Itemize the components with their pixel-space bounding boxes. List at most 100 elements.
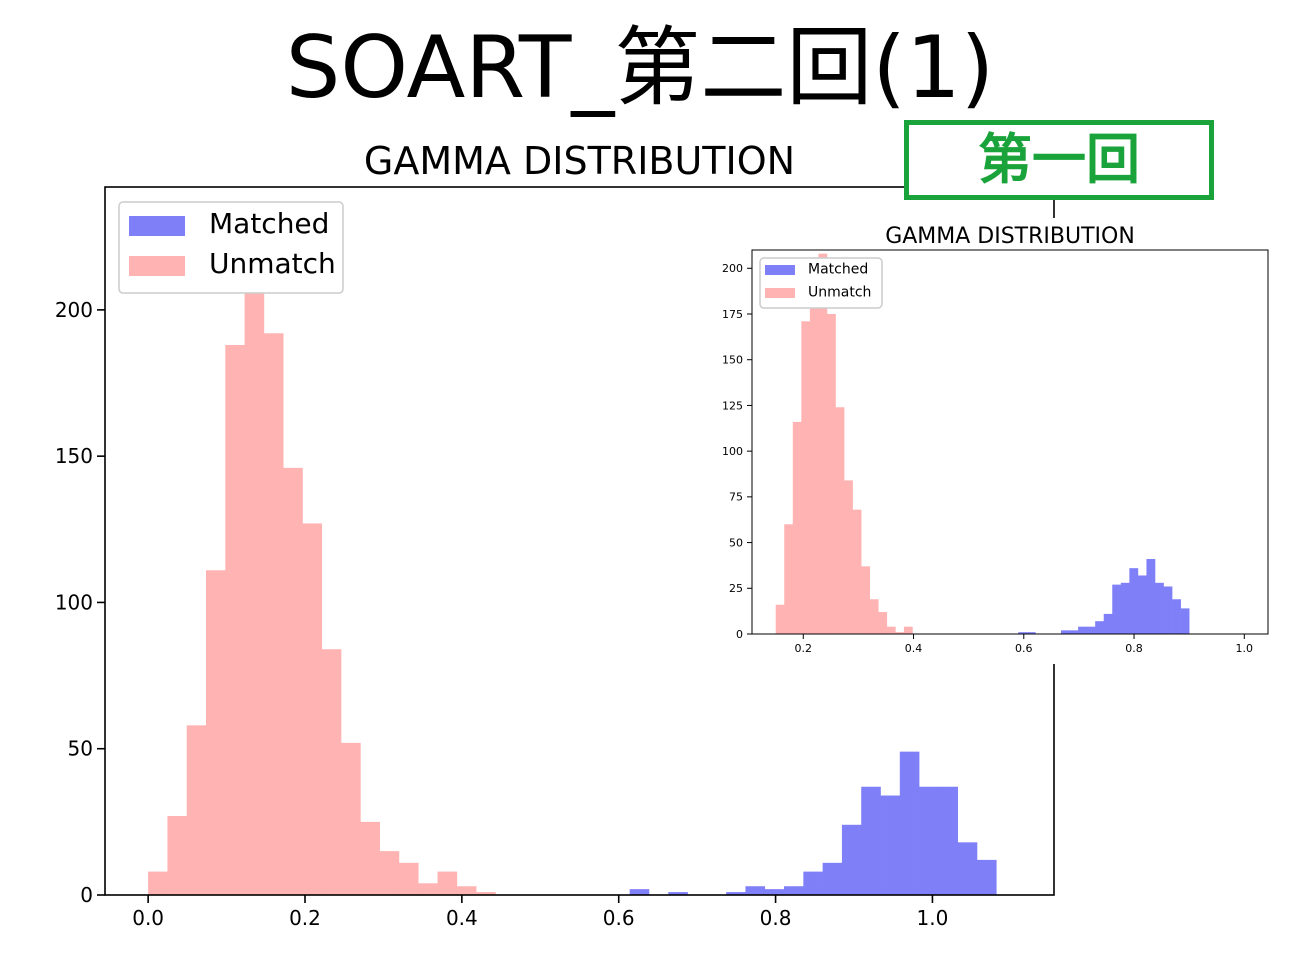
plot-frame <box>751 249 1269 635</box>
legend-swatch-unmatch <box>765 288 795 298</box>
bar-unmatch-15 <box>903 626 913 634</box>
bar-matched-15 <box>919 786 939 895</box>
bar-matched-18 <box>976 859 997 895</box>
bar-matched-15 <box>1146 559 1156 634</box>
bar-matched-14 <box>1137 575 1147 634</box>
bar-unmatch-15 <box>437 871 458 895</box>
x-tick-label: 0.4 <box>446 906 478 930</box>
bar-unmatch-1 <box>167 816 188 895</box>
legend-swatch-matched <box>765 265 795 275</box>
bar-matched-11 <box>1112 584 1122 634</box>
bar-unmatch-12 <box>379 851 400 895</box>
legend: Matched Unmatch <box>118 201 344 294</box>
bar-matched-2 <box>668 892 688 895</box>
y-tick-label: 0 <box>80 883 93 907</box>
legend-label-unmatch: Unmatch <box>209 247 336 280</box>
bar-matched-1 <box>1026 632 1036 634</box>
x-tick-label: 0.6 <box>1015 642 1032 655</box>
bar-unmatch-7 <box>835 407 845 634</box>
y-tick-label: 75 <box>729 491 743 504</box>
bar-matched-9 <box>1095 621 1105 634</box>
legend-swatch-unmatch <box>129 256 185 276</box>
bar-unmatch-4 <box>809 257 819 634</box>
bar-unmatch-11 <box>360 821 380 895</box>
bar-matched-8 <box>784 886 804 895</box>
inset-histogram: GAMMA DISTRIBUTION 0.2 0.4 0.6 0.8 1.0 0 25 50 75… <box>722 218 1278 664</box>
bar-unmatch-10 <box>861 566 870 634</box>
bar-unmatch-13 <box>886 626 896 634</box>
bar-matched-11 <box>841 824 862 895</box>
bar-matched-12 <box>1120 582 1130 634</box>
x-tick-label: 0.8 <box>1125 642 1143 655</box>
x-tick-label: 0.2 <box>795 642 813 655</box>
x-tick-label: 0.6 <box>603 906 635 930</box>
bar-matched-18 <box>1172 599 1181 634</box>
bar-matched-5 <box>1060 630 1070 634</box>
y-tick-label: 50 <box>729 536 743 549</box>
y-tick-label: 0 <box>736 628 743 641</box>
bar-unmatch-1 <box>784 524 794 634</box>
y-tick-label: 100 <box>55 590 93 614</box>
bar-matched-10 <box>822 862 843 895</box>
bar-matched-7 <box>1078 626 1087 634</box>
bar-unmatch-12 <box>878 612 888 634</box>
bar-unmatch-3 <box>206 570 226 895</box>
bar-unmatch-10 <box>341 742 361 895</box>
bar-unmatch-0 <box>148 871 168 895</box>
bar-matched-14 <box>899 751 920 895</box>
bar-matched-7 <box>764 889 785 895</box>
y-tick-label: 200 <box>55 298 93 322</box>
bar-unmatch-13 <box>398 862 419 895</box>
bar-matched-9 <box>803 871 823 895</box>
chart-title: GAMMA DISTRIBUTION <box>885 224 1135 249</box>
y-tick-label: 200 <box>722 262 743 275</box>
bar-unmatch-8 <box>302 523 323 895</box>
bar-unmatch-7 <box>283 467 303 895</box>
bar-unmatch-4 <box>225 344 245 895</box>
legend-label-matched: Matched <box>209 207 329 240</box>
legend-swatch-matched <box>129 216 185 236</box>
bar-unmatch-3 <box>801 321 811 634</box>
bar-unmatch-16 <box>456 886 477 895</box>
x-tick-label: 0.4 <box>905 642 923 655</box>
bar-unmatch-11 <box>869 599 879 634</box>
bar-matched-0 <box>629 889 650 895</box>
y-tick-label: 150 <box>722 354 743 367</box>
bar-matched-0 <box>1018 632 1028 634</box>
y-tick-label: 25 <box>729 582 743 595</box>
legend-label-unmatch: Unmatch <box>808 285 871 301</box>
bar-unmatch-17 <box>476 892 496 895</box>
bar-matched-16 <box>938 786 958 895</box>
bar-matched-16 <box>1154 582 1164 634</box>
x-tick-label: 1.0 <box>917 906 949 930</box>
bar-unmatch-2 <box>792 421 802 634</box>
bar-matched-10 <box>1103 613 1113 634</box>
bar-matched-12 <box>861 786 881 895</box>
bar-unmatch-8 <box>844 480 853 634</box>
legend-label-matched: Matched <box>808 262 868 278</box>
x-tick-label: 0.2 <box>289 906 321 930</box>
bar-unmatch-0 <box>775 604 785 634</box>
bar-unmatch-9 <box>852 509 862 634</box>
bar-unmatch-9 <box>321 649 342 895</box>
bar-unmatch-6 <box>826 314 836 634</box>
y-tick-label: 150 <box>55 444 93 468</box>
bar-unmatch-5 <box>818 253 828 634</box>
x-tick-label: 1.0 <box>1236 642 1254 655</box>
bar-matched-17 <box>957 842 978 895</box>
legend: Matched Unmatch <box>759 257 883 309</box>
first-session-badge: 第一回 <box>904 120 1214 200</box>
bar-unmatch-14 <box>895 632 905 634</box>
bar-matched-5 <box>726 892 746 895</box>
y-tick-label: 175 <box>722 308 743 321</box>
bar-unmatch-14 <box>418 883 438 895</box>
y-tick-label: 50 <box>68 737 93 761</box>
chart-title: GAMMA DISTRIBUTION <box>364 139 795 183</box>
slide-title: SOART_第二回(1) <box>285 18 995 118</box>
bar-matched-6 <box>1069 630 1079 634</box>
x-tick-label: 0.8 <box>760 906 792 930</box>
bar-unmatch-2 <box>186 725 207 895</box>
bar-matched-6 <box>745 886 766 895</box>
bar-matched-13 <box>1129 568 1139 634</box>
